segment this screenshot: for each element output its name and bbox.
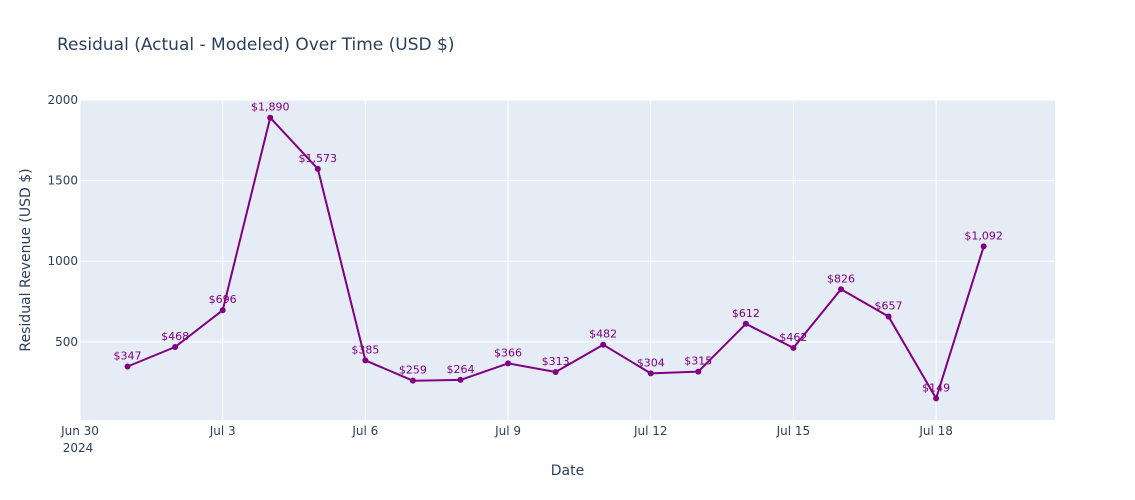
data-point	[457, 376, 464, 383]
x-tick-label: Jul 15	[776, 424, 811, 438]
y-tick-label: 500	[55, 335, 78, 349]
data-label: $259	[399, 364, 427, 377]
data-point	[790, 344, 797, 351]
data-label: $366	[494, 346, 522, 359]
data-point	[409, 377, 416, 384]
data-point	[219, 307, 226, 314]
chart-title: Residual (Actual - Modeled) Over Time (U…	[57, 35, 454, 55]
x-tick-label: Jun 30	[60, 424, 99, 438]
data-label: $657	[875, 300, 903, 313]
y-tick-label: 2000	[47, 93, 78, 107]
data-label: $482	[589, 328, 617, 341]
data-point	[885, 313, 892, 320]
data-label: $462	[779, 331, 807, 344]
data-point	[172, 343, 179, 350]
x-tick-label: Jul 6	[351, 424, 378, 438]
data-point	[267, 114, 274, 121]
data-labels: $347 $468 $696 $1,890 $1,573 $385 $259 $264 $366…	[114, 101, 1003, 395]
data-label: $313	[542, 355, 570, 368]
data-label: $315	[684, 355, 712, 368]
data-point	[980, 243, 987, 250]
y-tick-label: 1500	[47, 174, 78, 188]
data-label: $826	[827, 272, 855, 285]
y-axis-title: Residual Revenue (USD $)	[18, 168, 34, 351]
x-axis-ticks: Jun 30 2024 Jul 3 Jul 6 Jul 9 Jul 12 Jul 15 Jul…	[60, 424, 953, 455]
data-label: $1,573	[299, 152, 338, 165]
data-point	[933, 395, 940, 402]
data-point	[695, 368, 702, 375]
data-point	[362, 357, 369, 364]
data-point	[742, 320, 749, 327]
data-point	[505, 360, 512, 367]
data-points	[124, 114, 987, 402]
gridlines	[79, 99, 1055, 420]
x-tick-label: Jul 3	[209, 424, 236, 438]
x-tick-label: Jul 9	[494, 424, 521, 438]
data-label: $149	[922, 381, 950, 394]
data-label: $385	[351, 343, 379, 356]
data-point	[314, 165, 321, 172]
data-point	[600, 341, 607, 348]
data-label: $1,092	[964, 229, 1003, 242]
x-tick-sublabel: 2024	[63, 441, 94, 455]
data-label: $696	[209, 293, 237, 306]
data-label: $468	[161, 330, 189, 343]
data-point	[124, 363, 131, 370]
y-tick-label: 1000	[47, 254, 78, 268]
data-label: $304	[637, 356, 665, 369]
data-point	[552, 368, 559, 375]
data-label: $347	[114, 349, 142, 362]
data-point	[647, 370, 654, 377]
plot-area	[80, 100, 1055, 420]
y-axis-ticks: 500 1000 1500 2000	[47, 93, 78, 349]
data-label: $1,890	[251, 101, 290, 114]
data-label: $612	[732, 307, 760, 320]
x-tick-label: Jul 18	[918, 424, 953, 438]
x-axis-title: Date	[551, 463, 584, 479]
data-label: $264	[446, 363, 474, 376]
data-point	[837, 286, 844, 293]
x-tick-label: Jul 12	[633, 424, 668, 438]
